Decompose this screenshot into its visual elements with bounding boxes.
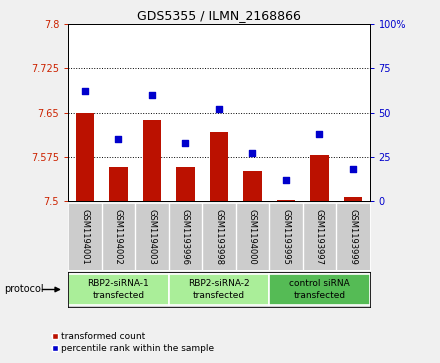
Text: GSM1193998: GSM1193998 [214, 209, 224, 265]
Text: GSM1194003: GSM1194003 [147, 209, 157, 265]
Point [282, 177, 290, 183]
Text: GSM1193999: GSM1193999 [348, 209, 357, 265]
Text: RBP2-siRNA-2
transfected: RBP2-siRNA-2 transfected [188, 280, 250, 299]
Text: GSM1194002: GSM1194002 [114, 209, 123, 264]
Bar [310, 155, 329, 201]
Text: GSM1194000: GSM1194000 [248, 209, 257, 264]
Bar [269, 274, 370, 305]
Text: GSM1193995: GSM1193995 [281, 209, 290, 265]
Bar [277, 200, 295, 201]
Point [182, 140, 189, 146]
Bar [109, 167, 128, 201]
Point [148, 92, 155, 98]
Text: GSM1193996: GSM1193996 [181, 209, 190, 265]
Point [216, 106, 223, 112]
Bar [176, 167, 194, 201]
Legend: transformed count, percentile rank within the sample: transformed count, percentile rank withi… [48, 329, 218, 357]
Text: GSM1193997: GSM1193997 [315, 209, 324, 265]
Bar [243, 171, 262, 201]
Bar [76, 113, 94, 201]
Point [316, 131, 323, 137]
Bar [68, 274, 169, 305]
Point [349, 167, 356, 172]
Text: protocol: protocol [4, 285, 44, 294]
Bar [169, 274, 269, 305]
Bar [210, 131, 228, 201]
Point [115, 136, 122, 142]
Title: GDS5355 / ILMN_2168866: GDS5355 / ILMN_2168866 [137, 9, 301, 23]
Text: control siRNA
transfected: control siRNA transfected [289, 280, 350, 299]
Text: GSM1194001: GSM1194001 [81, 209, 89, 264]
Bar [143, 120, 161, 201]
Point [81, 88, 88, 94]
Text: RBP2-siRNA-1
transfected: RBP2-siRNA-1 transfected [88, 280, 149, 299]
Bar [344, 197, 362, 201]
Point [249, 151, 256, 156]
